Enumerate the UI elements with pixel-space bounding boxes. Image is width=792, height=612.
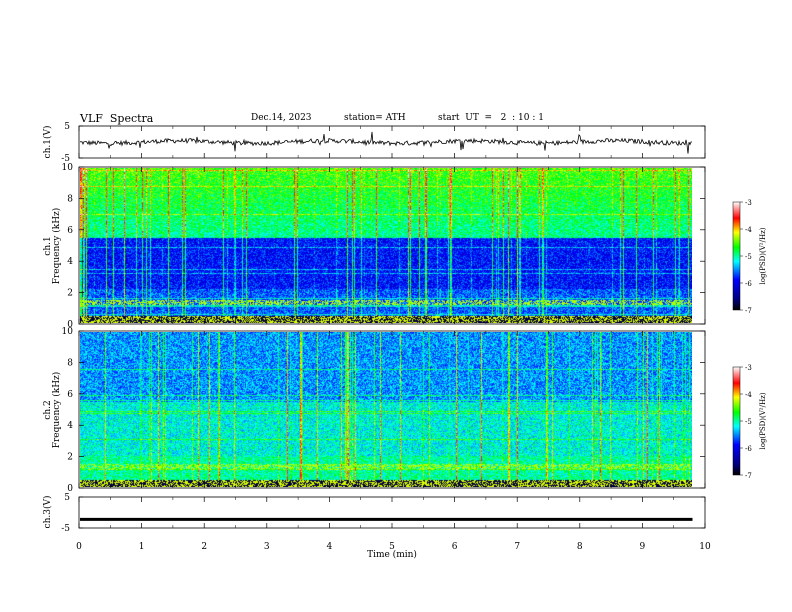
x-tick-label: 10 <box>699 542 711 552</box>
y-tick-label: 4 <box>67 421 73 431</box>
colorbar-tick-label: -6 <box>745 445 752 453</box>
x-tick-label: 1 <box>139 542 145 552</box>
ch1-spectrum-ylabel-frequency: Frequency (kHz) <box>51 208 62 285</box>
ch1-spectrum-ylabel-channel: ch.1 <box>43 236 53 255</box>
ch1-spectrogram <box>80 168 692 323</box>
y-tick-label: 8 <box>67 194 73 204</box>
y-tick-label: -5 <box>61 154 70 164</box>
y-tick-label: 5 <box>64 122 70 132</box>
y-tick-label: 2 <box>67 289 73 299</box>
x-tick-label: 0 <box>76 542 82 552</box>
y-tick-label: -5 <box>61 524 70 534</box>
ch3-voltage-ylabel: ch.3(V) <box>42 496 53 529</box>
date-label: Dec.14, 2023 <box>251 113 312 123</box>
colorbar-tick-label: -5 <box>745 418 752 426</box>
ch1-colorbar-label: log(PSD)(V²/Hz) <box>759 227 767 284</box>
x-tick-label: 6 <box>452 542 458 552</box>
y-tick-label: 6 <box>67 390 73 400</box>
y-tick-label: 10 <box>62 327 74 337</box>
ch1-colorbar <box>732 201 741 311</box>
ch2-colorbar <box>732 366 741 476</box>
station-label: station= ATH <box>344 113 406 123</box>
x-tick-label: 7 <box>514 542 520 552</box>
y-tick-label: 0 <box>67 484 73 494</box>
ch2-spectrum-ylabel-frequency: Frequency (kHz) <box>51 372 62 449</box>
colorbar-tick-label: -5 <box>745 253 752 261</box>
x-axis-label: Time (min) <box>367 549 417 560</box>
y-tick-label: 5 <box>64 493 70 503</box>
y-tick-label: 8 <box>67 358 73 368</box>
x-tick-label: 8 <box>577 542 583 552</box>
ch2-spectrogram <box>80 332 692 487</box>
colorbar-tick-label: -7 <box>745 307 752 315</box>
y-tick-label: 10 <box>62 163 74 173</box>
ch1-voltage-ylabel: ch.1(V) <box>42 126 53 159</box>
x-tick-label: 9 <box>640 542 646 552</box>
x-tick-label: 5 <box>389 542 395 552</box>
ch1-waveform-line <box>79 131 693 154</box>
colorbar-tick-label: -4 <box>745 391 752 399</box>
start-time-label: start UT = 2 : 10 : 1 <box>438 113 544 123</box>
y-tick-label: 2 <box>67 453 73 463</box>
colorbar-tick-label: -3 <box>745 364 752 372</box>
y-tick-label: 6 <box>67 226 73 236</box>
ch2-spectrum-ylabel-channel: ch.2 <box>43 400 53 419</box>
colorbar-tick-label: -6 <box>745 280 752 288</box>
colorbar-tick-label: -7 <box>745 472 752 480</box>
y-tick-label: 0 <box>67 320 73 330</box>
x-tick-label: 3 <box>264 542 270 552</box>
colorbar-tick-label: -4 <box>745 226 752 234</box>
y-tick-label: 4 <box>67 257 73 267</box>
ch2-colorbar-label: log(PSD)(V²/Hz) <box>759 392 767 449</box>
colorbar-tick-label: -3 <box>745 199 752 207</box>
figure-title: VLF Spectra <box>80 112 154 125</box>
x-tick-label: 2 <box>201 542 207 552</box>
x-tick-label: 4 <box>327 542 333 552</box>
